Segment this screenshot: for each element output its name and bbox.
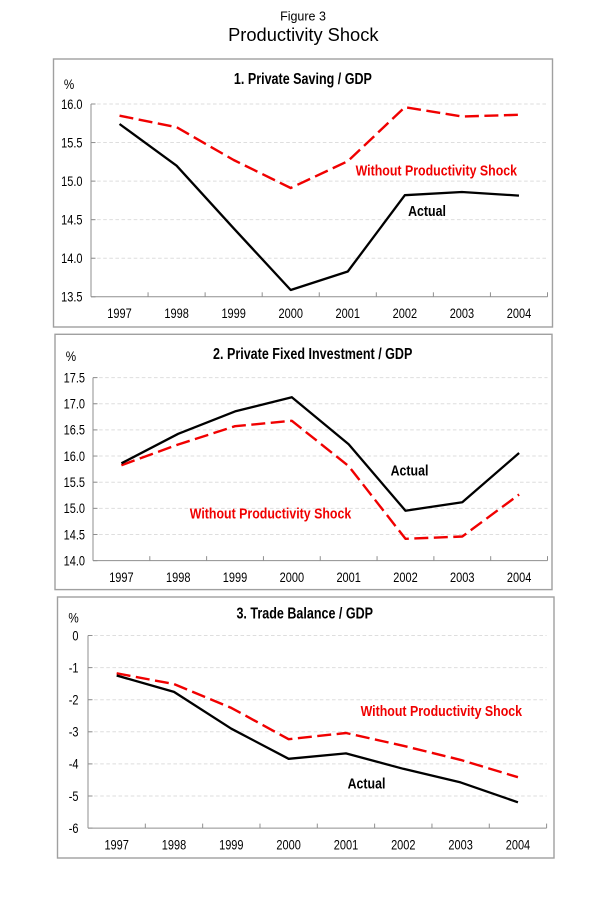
- svg-text:2002: 2002: [393, 570, 418, 585]
- svg-text:16.5: 16.5: [64, 423, 86, 438]
- svg-text:-6: -6: [69, 821, 79, 836]
- svg-text:2002: 2002: [391, 837, 416, 852]
- svg-text:-2: -2: [69, 692, 79, 707]
- svg-text:2. Private Fixed Investment /: 2. Private Fixed Investment / GDP: [213, 345, 412, 362]
- svg-text:Actual: Actual: [348, 775, 386, 791]
- svg-text:2000: 2000: [280, 570, 305, 585]
- svg-text:1998: 1998: [166, 570, 191, 585]
- svg-text:1997: 1997: [107, 306, 132, 321]
- svg-text:-3: -3: [69, 725, 79, 740]
- svg-text:-5: -5: [69, 789, 79, 804]
- svg-text:%: %: [66, 348, 77, 364]
- svg-text:2003: 2003: [448, 837, 473, 852]
- svg-text:1. Private Saving / GDP: 1. Private Saving / GDP: [234, 70, 372, 87]
- svg-text:2000: 2000: [278, 306, 303, 321]
- svg-text:2003: 2003: [450, 306, 475, 321]
- svg-text:14.5: 14.5: [64, 527, 86, 542]
- svg-text:16.0: 16.0: [64, 449, 86, 464]
- svg-text:16.0: 16.0: [61, 97, 83, 112]
- svg-text:2003: 2003: [450, 570, 475, 585]
- svg-text:-1: -1: [69, 660, 79, 675]
- svg-text:%: %: [64, 76, 75, 92]
- svg-text:Without Productivity Shock: Without Productivity Shock: [361, 703, 523, 719]
- svg-text:2001: 2001: [336, 570, 361, 585]
- svg-text:2004: 2004: [507, 570, 532, 585]
- svg-text:Without Productivity Shock: Without Productivity Shock: [190, 505, 352, 521]
- svg-text:-4: -4: [69, 757, 79, 772]
- svg-text:15.0: 15.0: [61, 174, 83, 189]
- svg-text:17.0: 17.0: [64, 397, 86, 412]
- svg-text:2004: 2004: [507, 306, 532, 321]
- svg-text:15.5: 15.5: [64, 475, 86, 490]
- svg-text:1997: 1997: [104, 837, 129, 852]
- svg-text:13.5: 13.5: [61, 290, 83, 305]
- svg-text:2001: 2001: [336, 306, 361, 321]
- svg-text:2004: 2004: [506, 837, 531, 852]
- svg-text:Actual: Actual: [391, 462, 429, 478]
- svg-text:2001: 2001: [334, 837, 359, 852]
- svg-text:1999: 1999: [219, 837, 244, 852]
- svg-text:1999: 1999: [223, 570, 248, 585]
- svg-text:Figure 3: Figure 3: [280, 10, 326, 24]
- svg-text:Actual: Actual: [408, 203, 446, 219]
- svg-text:Productivity Shock: Productivity Shock: [228, 24, 379, 45]
- svg-text:3. Trade Balance / GDP: 3. Trade Balance / GDP: [236, 604, 373, 621]
- svg-text:14.0: 14.0: [61, 251, 83, 266]
- svg-text:1998: 1998: [164, 306, 189, 321]
- svg-text:%: %: [68, 609, 79, 625]
- svg-text:2000: 2000: [276, 837, 301, 852]
- svg-text:2002: 2002: [393, 306, 418, 321]
- svg-text:17.5: 17.5: [64, 370, 86, 385]
- svg-text:Without Productivity Shock: Without Productivity Shock: [356, 162, 518, 178]
- svg-text:1998: 1998: [162, 837, 187, 852]
- svg-text:15.5: 15.5: [61, 135, 83, 150]
- svg-text:0: 0: [72, 628, 78, 643]
- svg-text:1999: 1999: [221, 306, 246, 321]
- svg-text:14.0: 14.0: [64, 553, 86, 568]
- svg-text:1997: 1997: [109, 570, 134, 585]
- svg-text:15.0: 15.0: [64, 501, 86, 516]
- svg-text:14.5: 14.5: [61, 212, 83, 227]
